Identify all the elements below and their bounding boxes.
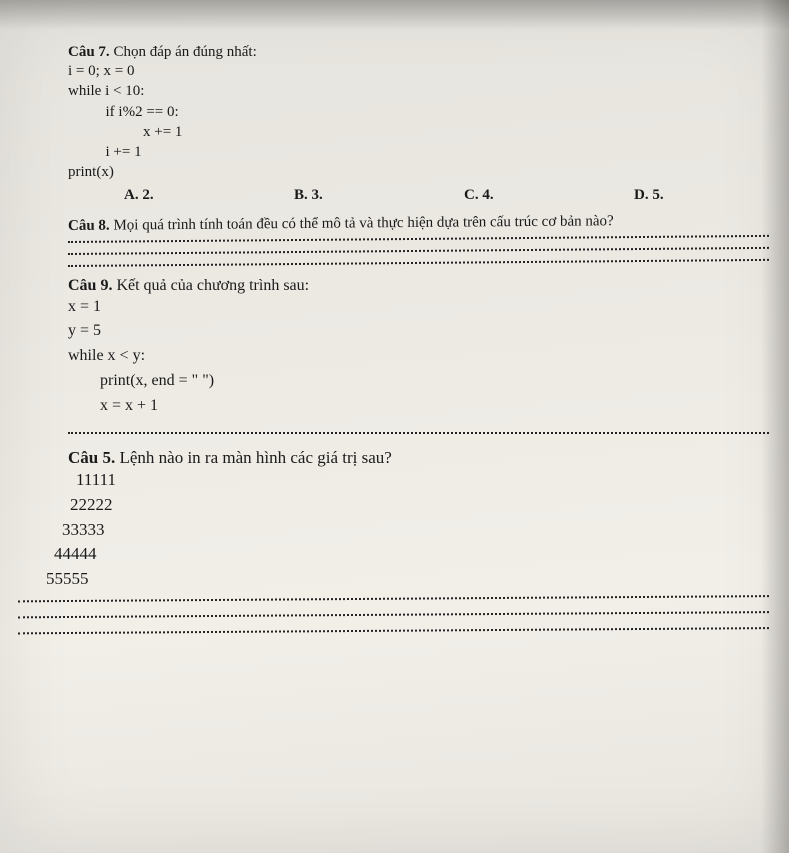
page-top-shadow — [0, 0, 789, 30]
q7-choice-d: D. 5. — [634, 187, 664, 203]
q7-code-l6: print(x) — [68, 162, 769, 182]
q9-code-l4: print(x, end = " ") — [68, 369, 769, 394]
q8-answer-line-2 — [68, 246, 769, 254]
q8-stem: Mọi quá trình tính toán đều có thể mô tả… — [110, 213, 614, 233]
q5-numbers: 11111 22222 33333 44444 55555 — [8, 468, 769, 591]
q5-stem: Lệnh nào in ra màn hình các giá trị sau? — [115, 448, 392, 467]
q7-code: i = 0; x = 0 while i < 10: if i%2 == 0: … — [68, 61, 769, 183]
q5-num-2: 22222 — [70, 493, 769, 518]
q7-choices: A. 2. B. 3. C. 4. D. 5. — [124, 187, 769, 204]
q8-answer-line-1 — [68, 234, 769, 242]
q7-code-l5: i += 1 — [68, 142, 769, 162]
q5-stem-line: Câu 5. Lệnh nào in ra màn hình các giá t… — [68, 448, 769, 468]
q5-answer-line-2 — [18, 611, 769, 618]
q7-choice-a: A. 2. — [124, 187, 154, 203]
q9-code-l1: x = 1 — [68, 295, 769, 320]
content-area: Câu 7. Chọn đáp án đúng nhất: i = 0; x =… — [68, 44, 769, 648]
q7-choice-b: B. 3. — [294, 187, 323, 203]
q9-code-l3: while x < y: — [68, 344, 769, 369]
q5-num-3: 33333 — [62, 518, 769, 543]
q9-code-l2: y = 5 — [68, 319, 769, 344]
q9-answer-line — [68, 432, 769, 434]
q7-label: Câu 7. — [68, 44, 110, 60]
q5-answer-line-3 — [18, 627, 769, 634]
q9-code: x = 1 y = 5 while x < y: print(x, end = … — [68, 295, 769, 419]
question-9: Câu 9. Kết quả của chương trình sau: x =… — [68, 277, 769, 435]
q8-label: Câu 8. — [68, 217, 110, 233]
q7-stem-line: Câu 7. Chọn đáp án đúng nhất: — [68, 44, 769, 61]
exam-page: Câu 7. Chọn đáp án đúng nhất: i = 0; x =… — [0, 0, 789, 853]
q5-answer-lines — [68, 595, 769, 634]
q8-answer-line-3 — [68, 258, 769, 266]
q5-num-1: 11111 — [76, 468, 769, 493]
q7-code-l1: i = 0; x = 0 — [68, 61, 769, 81]
q9-code-l5: x = x + 1 — [68, 394, 769, 419]
question-8: Câu 8. Mọi quá trình tính toán đều có th… — [68, 211, 769, 266]
q7-code-l3: if i%2 == 0: — [68, 102, 769, 122]
q9-label: Câu 9. — [68, 277, 112, 294]
q9-stem: Kết quả của chương trình sau: — [112, 277, 309, 294]
q9-stem-line: Câu 9. Kết quả của chương trình sau: — [68, 277, 769, 295]
q7-stem: Chọn đáp án đúng nhất: — [110, 44, 257, 60]
question-7: Câu 7. Chọn đáp án đúng nhất: i = 0; x =… — [68, 44, 769, 204]
q5-num-4: 44444 — [54, 542, 769, 567]
q5-num-5: 55555 — [46, 567, 769, 592]
q7-code-l4: x += 1 — [68, 122, 769, 142]
q5-label: Câu 5. — [68, 448, 115, 467]
question-5: Câu 5. Lệnh nào in ra màn hình các giá t… — [68, 448, 769, 633]
q7-code-l2: while i < 10: — [68, 81, 769, 101]
q7-choice-c: C. 4. — [464, 187, 494, 203]
q5-answer-line-1 — [18, 595, 769, 602]
